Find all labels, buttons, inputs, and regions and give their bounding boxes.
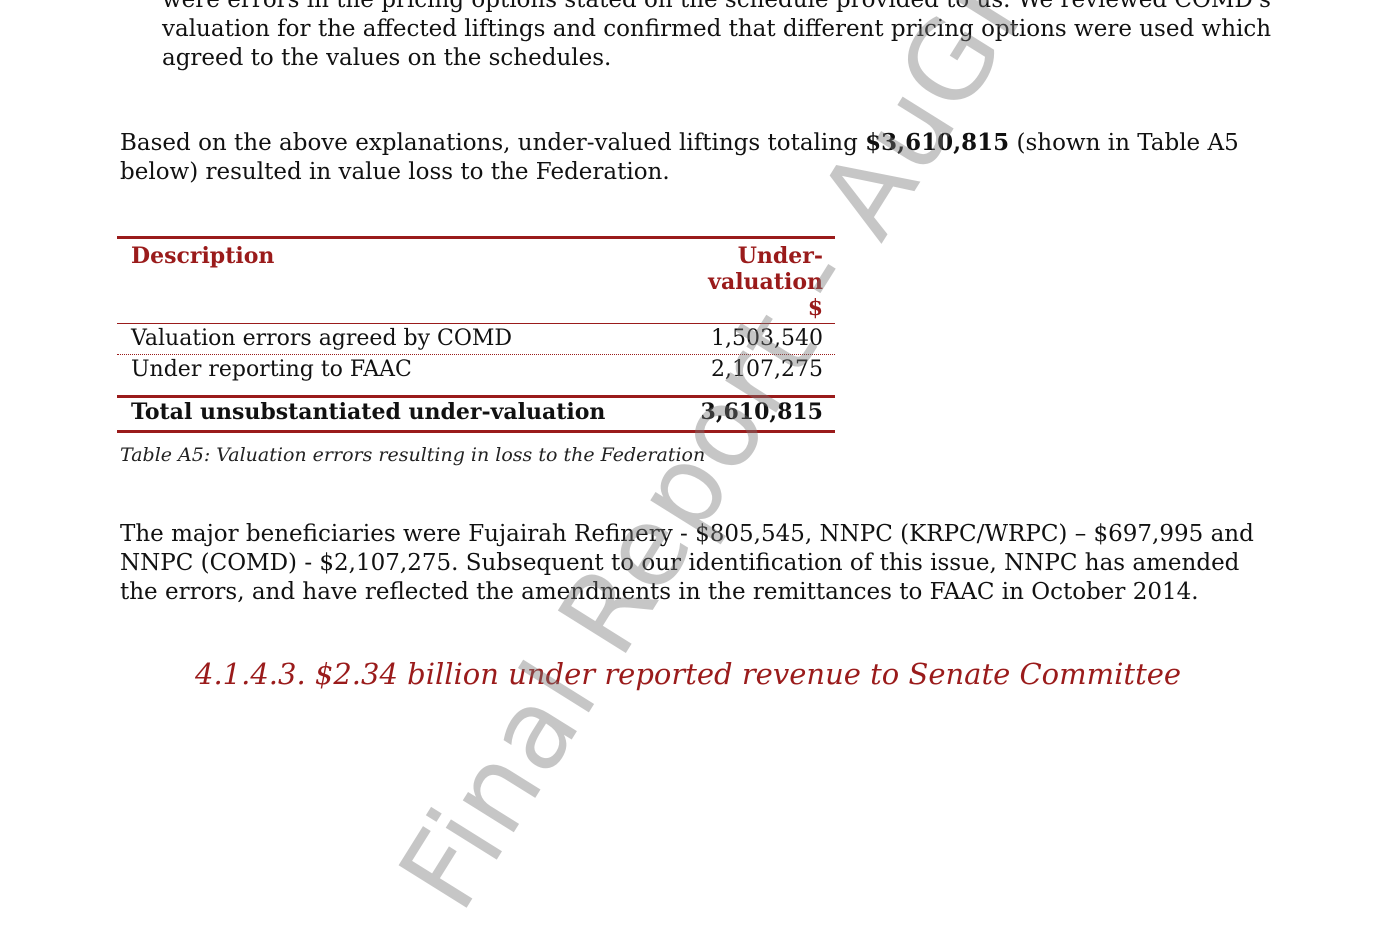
section-heading: 4.1.4.3. $2.34 billion under reported re… bbox=[195, 657, 1182, 691]
total-value: 3,610,815 bbox=[700, 399, 823, 425]
summary-text-after: (shown in Table A5 below) resulted in va… bbox=[120, 130, 1239, 185]
total-bottom-rule bbox=[117, 430, 835, 433]
table-total-row: Total unsubstantiated under-valuation 3,… bbox=[117, 398, 835, 430]
table-row: Valuation errors agreed by COMD 1,503,54… bbox=[117, 324, 835, 354]
table-header: Description Under- valuation $ bbox=[117, 239, 835, 323]
row-description: Under reporting to FAAC bbox=[131, 357, 412, 382]
valuation-table: Description Under- valuation $ Valuation… bbox=[117, 236, 835, 433]
table-caption: Table A5: Valuation errors resulting in … bbox=[120, 444, 706, 466]
table-top-rule bbox=[117, 236, 835, 239]
paragraph-line: agreed to the values on the schedules. bbox=[162, 45, 612, 71]
table-row: Under reporting to FAAC 2,107,275 bbox=[117, 355, 835, 385]
document-page: were errors in the pricing options state… bbox=[117, 0, 1280, 931]
row-value: 2,107,275 bbox=[711, 357, 823, 382]
total-description: Total unsubstantiated under-valuation bbox=[131, 399, 606, 425]
header-rule bbox=[117, 323, 835, 324]
row-value: 1,503,540 bbox=[711, 326, 823, 351]
total-top-rule bbox=[117, 395, 835, 398]
row-divider bbox=[117, 354, 835, 355]
paragraph-beneficiaries: The major beneficiaries were Fujairah Re… bbox=[120, 521, 1254, 605]
header-undervaluation: Under- valuation $ bbox=[663, 243, 823, 321]
header-value-line: valuation bbox=[708, 269, 823, 295]
paragraph-line: were errors in the pricing options state… bbox=[162, 0, 1271, 13]
summary-text-before: Based on the above explanations, under-v… bbox=[120, 130, 866, 156]
row-description: Valuation errors agreed by COMD bbox=[131, 326, 513, 351]
header-value-line: Under- bbox=[737, 243, 823, 269]
paragraph-summary: Based on the above explanations, under-v… bbox=[120, 128, 1280, 187]
paragraph-pricing-options: were errors in the pricing options state… bbox=[162, 0, 1272, 73]
paragraph-line: valuation for the affected liftings and … bbox=[162, 16, 1272, 42]
header-description: Description bbox=[131, 243, 275, 269]
summary-amount: $3,610,815 bbox=[865, 129, 1010, 156]
header-value-line: $ bbox=[807, 295, 823, 321]
